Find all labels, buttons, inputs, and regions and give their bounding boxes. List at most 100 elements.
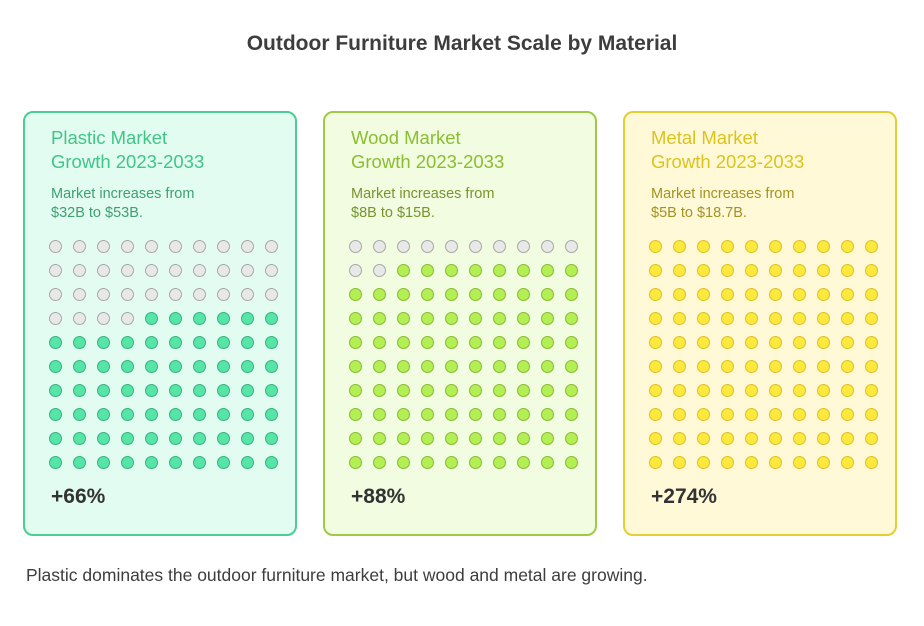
filled-dot	[121, 456, 134, 469]
filled-dot	[397, 408, 410, 421]
card-desc-line-1: Market increases from	[351, 186, 495, 202]
filled-dot	[445, 360, 458, 373]
empty-dot	[97, 240, 110, 253]
filled-dot	[493, 336, 506, 349]
empty-dot	[541, 240, 554, 253]
filled-dot	[841, 456, 854, 469]
filled-dot	[865, 384, 878, 397]
filled-dot	[265, 384, 278, 397]
filled-dot	[745, 384, 758, 397]
filled-dot	[565, 312, 578, 325]
filled-dot	[541, 432, 554, 445]
empty-dot	[265, 288, 278, 301]
filled-dot	[841, 240, 854, 253]
card-description: Market increases from $8B to $15B.	[351, 185, 591, 223]
filled-dot	[265, 432, 278, 445]
filled-dot	[373, 432, 386, 445]
filled-dot	[349, 408, 362, 421]
filled-dot	[97, 456, 110, 469]
filled-dot	[649, 312, 662, 325]
filled-dot	[649, 288, 662, 301]
empty-dot	[145, 288, 158, 301]
empty-dot	[49, 240, 62, 253]
filled-dot	[241, 432, 254, 445]
empty-dot	[349, 264, 362, 277]
empty-dot	[445, 240, 458, 253]
empty-dot	[145, 240, 158, 253]
filled-dot	[541, 312, 554, 325]
filled-dot	[841, 336, 854, 349]
filled-dot	[721, 288, 734, 301]
filled-dot	[565, 336, 578, 349]
filled-dot	[445, 432, 458, 445]
filled-dot	[793, 408, 806, 421]
empty-dot	[121, 240, 134, 253]
filled-dot	[421, 264, 434, 277]
filled-dot	[349, 312, 362, 325]
filled-dot	[49, 336, 62, 349]
filled-dot	[721, 384, 734, 397]
filled-dot	[241, 360, 254, 373]
filled-dot	[697, 408, 710, 421]
filled-dot	[397, 384, 410, 397]
empty-dot	[169, 240, 182, 253]
empty-dot	[97, 288, 110, 301]
filled-dot	[721, 408, 734, 421]
filled-dot	[769, 360, 782, 373]
filled-dot	[769, 432, 782, 445]
card-desc-line-1: Market increases from	[51, 186, 195, 202]
filled-dot	[421, 384, 434, 397]
empty-dot	[49, 264, 62, 277]
filled-dot	[373, 384, 386, 397]
filled-dot	[865, 336, 878, 349]
filled-dot	[649, 408, 662, 421]
filled-dot	[745, 336, 758, 349]
filled-dot	[397, 336, 410, 349]
filled-dot	[817, 456, 830, 469]
empty-dot	[145, 264, 158, 277]
filled-dot	[865, 360, 878, 373]
filled-dot	[397, 456, 410, 469]
filled-dot	[97, 360, 110, 373]
filled-dot	[193, 336, 206, 349]
empty-dot	[265, 264, 278, 277]
filled-dot	[769, 408, 782, 421]
filled-dot	[73, 408, 86, 421]
filled-dot	[265, 312, 278, 325]
filled-dot	[673, 432, 686, 445]
filled-dot	[721, 240, 734, 253]
filled-dot	[265, 336, 278, 349]
filled-dot	[793, 456, 806, 469]
filled-dot	[841, 264, 854, 277]
empty-dot	[241, 264, 254, 277]
filled-dot	[73, 360, 86, 373]
filled-dot	[193, 456, 206, 469]
filled-dot	[469, 456, 482, 469]
filled-dot	[241, 408, 254, 421]
filled-dot	[193, 384, 206, 397]
filled-dot	[241, 456, 254, 469]
filled-dot	[841, 288, 854, 301]
empty-dot	[73, 312, 86, 325]
filled-dot	[721, 312, 734, 325]
footer-caption: Plastic dominates the outdoor furniture …	[26, 565, 648, 585]
filled-dot	[817, 432, 830, 445]
filled-dot	[121, 384, 134, 397]
empty-dot	[421, 240, 434, 253]
filled-dot	[745, 264, 758, 277]
filled-dot	[469, 288, 482, 301]
filled-dot	[493, 264, 506, 277]
filled-dot	[793, 360, 806, 373]
filled-dot	[373, 456, 386, 469]
filled-dot	[697, 336, 710, 349]
card-title-line-2: Growth 2023-2033	[51, 151, 205, 172]
filled-dot	[493, 360, 506, 373]
filled-dot	[445, 456, 458, 469]
filled-dot	[769, 384, 782, 397]
filled-dot	[517, 384, 530, 397]
filled-dot	[73, 432, 86, 445]
filled-dot	[817, 312, 830, 325]
filled-dot	[673, 384, 686, 397]
filled-dot	[841, 384, 854, 397]
empty-dot	[217, 240, 230, 253]
